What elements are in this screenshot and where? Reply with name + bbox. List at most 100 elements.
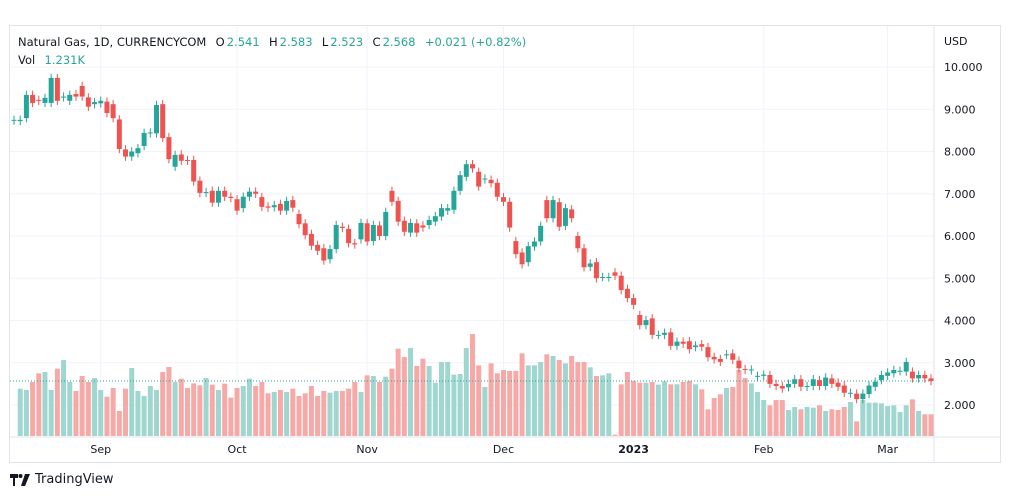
volume-bar xyxy=(550,356,556,436)
candle-body xyxy=(23,94,29,119)
candle xyxy=(507,197,513,232)
high-label: H xyxy=(268,35,278,49)
candle xyxy=(680,337,686,348)
candle-body xyxy=(841,385,847,393)
volume-bar xyxy=(878,403,884,436)
volume-bar xyxy=(860,400,866,436)
candle xyxy=(253,187,259,198)
volume-label[interactable]: Vol xyxy=(18,53,36,67)
candle-body xyxy=(916,375,922,379)
candle xyxy=(73,89,79,101)
volume-bar xyxy=(203,378,209,436)
candle xyxy=(383,207,389,241)
volume-bar xyxy=(457,374,463,436)
volume-bar xyxy=(767,405,773,436)
candle-body xyxy=(699,344,705,347)
volume-bar xyxy=(649,382,655,436)
candle xyxy=(730,349,736,365)
candle xyxy=(426,215,432,230)
candle-body xyxy=(271,205,277,208)
candle xyxy=(147,128,153,138)
candle-body xyxy=(215,190,221,203)
candle-body xyxy=(377,225,383,236)
volume-bar xyxy=(420,358,426,436)
volume-bar xyxy=(302,393,308,436)
candle-body xyxy=(54,77,60,101)
volume-bar xyxy=(662,381,668,436)
candle xyxy=(339,222,345,233)
price-tick-label: 2.000 xyxy=(944,399,976,412)
volume-bar xyxy=(674,384,680,436)
candle xyxy=(141,128,147,151)
candle xyxy=(916,370,922,383)
candle-body xyxy=(36,99,42,101)
candle-body xyxy=(569,209,575,219)
candle xyxy=(748,365,754,375)
candle-body xyxy=(352,243,358,245)
volume-bar xyxy=(290,388,296,436)
candle xyxy=(804,381,810,392)
candle-body xyxy=(717,358,723,362)
tradingview-logo[interactable]: TradingView xyxy=(10,472,114,487)
low-value: 2.523 xyxy=(330,35,364,49)
candle-body xyxy=(513,241,519,255)
candle-body xyxy=(705,347,711,358)
candle-body xyxy=(686,341,692,350)
candle xyxy=(556,197,562,231)
price-tick-label: 5.000 xyxy=(944,272,976,285)
volume-bar xyxy=(872,402,878,436)
candle xyxy=(302,219,308,240)
volume-bar xyxy=(389,368,395,436)
candle-body xyxy=(724,354,730,356)
candle xyxy=(569,205,575,223)
candle-body xyxy=(197,180,203,193)
volume-bar xyxy=(538,362,544,436)
candle-body xyxy=(668,332,674,346)
candle xyxy=(79,81,85,101)
candle-body xyxy=(785,383,791,388)
volume-bar xyxy=(624,372,630,436)
candle-body xyxy=(203,192,209,194)
candle-body xyxy=(98,100,104,104)
candle-body xyxy=(662,332,668,335)
legend-volume-row: Vol 1.231K xyxy=(18,51,528,69)
candle xyxy=(872,377,878,392)
candle xyxy=(61,92,67,102)
volume-bar xyxy=(488,363,494,436)
price-tick-label: 10.000 xyxy=(944,61,983,74)
candle-body xyxy=(439,208,445,217)
volume-bar xyxy=(476,365,482,436)
candle xyxy=(624,284,630,303)
candle-body xyxy=(191,159,197,182)
candle xyxy=(643,315,649,330)
candle-body xyxy=(470,164,475,169)
close-value: 2.568 xyxy=(382,35,416,49)
candle xyxy=(414,219,420,237)
candle-body xyxy=(482,178,488,180)
candle-body xyxy=(829,378,835,384)
candle xyxy=(562,203,568,231)
volume-bar xyxy=(816,405,822,436)
candle-body xyxy=(909,371,915,379)
candle xyxy=(928,374,934,386)
volume-bar xyxy=(451,374,457,436)
candle xyxy=(364,219,370,246)
volume-bar xyxy=(445,362,451,436)
chart-frame xyxy=(9,25,1001,463)
candle xyxy=(222,186,228,201)
candle xyxy=(773,379,779,391)
candle-body xyxy=(284,200,290,211)
volume-bar xyxy=(265,393,271,436)
volume-bar xyxy=(525,365,531,436)
symbol-title[interactable]: Natural Gas, 1D, CURRENCYCOM xyxy=(18,35,207,49)
volume-bar xyxy=(395,348,401,436)
candle xyxy=(439,203,445,221)
candle xyxy=(816,375,822,391)
volume-bar xyxy=(135,391,141,436)
volume-bar xyxy=(724,388,730,436)
volume-bar xyxy=(569,356,575,436)
candle xyxy=(674,337,680,351)
candle-body xyxy=(854,393,860,400)
tradingview-logo-icon xyxy=(10,473,30,486)
